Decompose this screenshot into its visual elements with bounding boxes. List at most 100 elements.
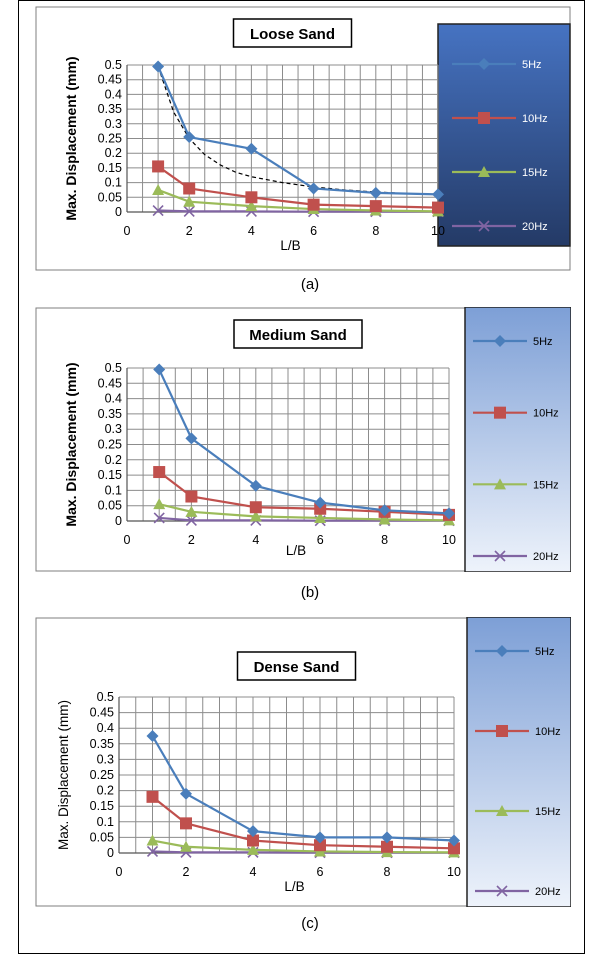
y-tick-label: 0 <box>115 514 122 528</box>
series-15hz-point <box>249 510 262 522</box>
x-tick-label: 10 <box>447 865 461 879</box>
chart-title-box <box>236 651 357 681</box>
x-tick-label: 6 <box>317 865 324 879</box>
legend-5hz-label: 5Hz <box>522 59 542 71</box>
series-10hz-point <box>381 840 393 853</box>
legend-10hz-marker <box>494 406 506 419</box>
y-tick-label: 0.5 <box>105 58 122 72</box>
x-tick-label: 8 <box>372 224 379 238</box>
y-tick-label: 0.1 <box>105 483 122 497</box>
y-tick-label: 0 <box>107 846 114 860</box>
legend-10hz-marker <box>478 112 490 124</box>
y-tick-label: 0.15 <box>98 468 122 482</box>
y-tick-label: 0.1 <box>97 815 114 829</box>
y-tick-label: 0.35 <box>98 407 122 421</box>
series-10hz-point <box>247 834 259 847</box>
chart-panel-medium-sand: 0 0.05 0.1 0.15 0.2 0.25 0.3 0.35 0.4 0.45 0.5 0 2 4 6… <box>35 307 571 572</box>
x-tick-label: 10 <box>442 533 456 547</box>
series-10hz <box>152 160 444 214</box>
caption-a: (a) <box>300 276 320 293</box>
chart-panel-dense-sand: 0 0.05 0.1 0.15 0.2 0.25 0.3 0.35 0.4 0.45 0.5 0 2 4 6… <box>35 617 571 907</box>
x-tick-label: 8 <box>381 533 388 547</box>
legend-10hz-label: 10Hz <box>522 113 548 125</box>
series-15hz-point <box>180 840 192 852</box>
series-10hz-point <box>307 198 320 211</box>
x-tick-label: 2 <box>186 224 193 238</box>
series-5hz-line <box>151 735 455 842</box>
chart-title: Dense Sand <box>254 659 340 676</box>
series-5hz <box>146 730 460 847</box>
series-15hz-point <box>152 183 165 195</box>
y-tick-label: 0.2 <box>105 453 122 467</box>
legend-5hz-marker <box>478 58 490 70</box>
legend-20hz-label: 20Hz <box>522 221 548 233</box>
legend-15hz-marker <box>494 478 506 490</box>
y-tick-label: 0.4 <box>105 87 122 101</box>
y-tick-label: 0.35 <box>98 102 122 116</box>
series-5hz-line <box>158 369 450 515</box>
x-tick-label: 0 <box>124 533 131 547</box>
y-axis-label: Max. Displacement (mm) <box>56 700 71 850</box>
legend-10hz-label: 10Hz <box>535 726 561 738</box>
chart-svg-medium-sand: 00.050.10.150.20.250.30.350.40.450.50 2 4 6… <box>35 307 571 572</box>
y-tick-label: 0.05 <box>90 830 114 844</box>
series-5hz-point <box>153 363 166 376</box>
series-20hz-point <box>183 205 195 217</box>
y-tick-label: 0.45 <box>98 73 122 87</box>
chart-title: Medium Sand <box>249 327 347 344</box>
legend-15hz-marker <box>496 805 508 816</box>
y-axis-label: Max. Displacement (mm) <box>63 362 79 526</box>
series-5hz-point <box>146 730 159 742</box>
x-tick-label: 2 <box>188 533 195 547</box>
y-tick-label: 0.1 <box>105 176 122 190</box>
series-5hz-point <box>152 60 165 73</box>
y-tick-label: 0.25 <box>90 768 114 782</box>
series-20hz-point <box>153 512 165 524</box>
x-tick-label: 0 <box>116 865 123 879</box>
series-15hz-point <box>247 843 259 855</box>
chart-svg-loose-sand: 00.050.10.150.20.250.30.350.40.450.50 2 4 6… <box>35 6 571 271</box>
series-15hz-point <box>146 834 159 846</box>
series-15hz-point <box>314 511 327 523</box>
series-10hz-point <box>180 817 192 830</box>
x-tick-label: 8 <box>384 865 391 879</box>
caption-c: (c) <box>301 915 319 932</box>
chart-title-box <box>233 319 363 349</box>
y-tick-label: 0.5 <box>97 690 114 704</box>
series-5hz <box>153 363 455 520</box>
y-tick-label: 0.25 <box>98 132 122 146</box>
series-15hz-line <box>157 188 439 213</box>
x-tick-label: 4 <box>248 224 255 238</box>
series-15hz-line <box>158 503 450 522</box>
gridlines <box>126 367 450 522</box>
series-15hz <box>153 498 455 526</box>
series-5hz-point <box>314 831 326 844</box>
legend-5hz-label: 5Hz <box>535 646 555 658</box>
chart-panel-loose-sand: 0 0.05 0.1 0.15 0.2 0.25 0.3 0.35 0.4 0.45 0.5 0 2 4 6… <box>35 6 571 271</box>
x-tick-label: 10 <box>431 224 445 238</box>
x-axis-label: L/B <box>280 238 300 253</box>
x-axis-label: L/B <box>286 543 306 558</box>
legend-10hz-marker <box>496 725 508 737</box>
series-5hz-point <box>185 432 198 445</box>
series-10hz-point <box>183 182 196 195</box>
y-tick-label: 0.45 <box>90 706 114 720</box>
x-axis-label: L/B <box>284 879 304 894</box>
series-15hz-point <box>183 195 196 207</box>
series-5hz-point <box>180 787 192 800</box>
y-tick-label: 0.05 <box>98 190 122 204</box>
x-tick-label: 6 <box>310 224 317 238</box>
y-tick-label: 0.5 <box>105 361 122 375</box>
x-tick-label: 0 <box>124 224 131 238</box>
y-tick-label: 0.4 <box>97 721 114 735</box>
legend-15hz-label: 15Hz <box>533 479 559 491</box>
series-10hz-point <box>146 790 159 803</box>
legend-20hz-marker <box>496 885 508 897</box>
legend-5hz-label: 5Hz <box>533 336 553 348</box>
chart-svg-dense-sand: 0 0.050.1 0.150.2 0.25 0.30.35 0.40.45 0.5 0 2 4 6… <box>35 617 571 907</box>
legend-box <box>466 617 571 907</box>
series-15hz-point <box>245 200 258 212</box>
y-tick-label: 0.2 <box>105 146 122 160</box>
gridlines <box>126 64 439 213</box>
series-10hz <box>146 790 460 855</box>
